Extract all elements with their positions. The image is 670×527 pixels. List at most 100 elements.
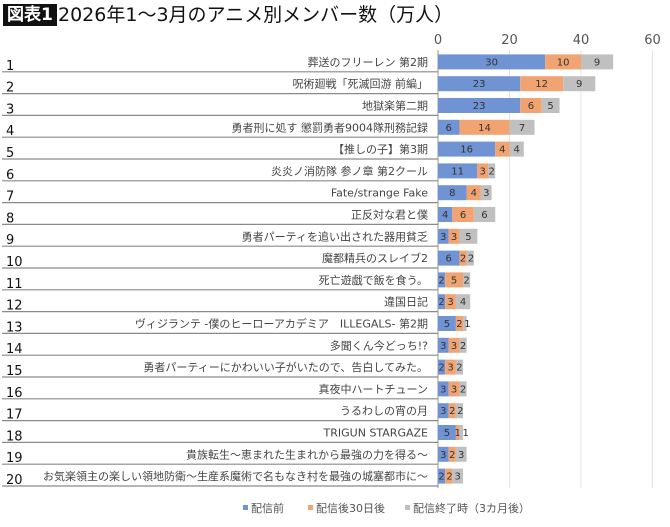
data-label: 5 (547, 101, 553, 112)
data-label: 7 (519, 123, 525, 134)
x-tick-label: 0 (434, 33, 442, 48)
data-label: 1 (454, 428, 460, 439)
data-label: 3 (451, 341, 457, 352)
bar-segment-2 (520, 98, 542, 113)
bar-segment-2 (445, 359, 456, 375)
bar-segment-1 (438, 403, 449, 419)
bar-segment-1 (438, 54, 546, 70)
data-label: 2 (457, 406, 463, 417)
data-label: 5 (465, 232, 471, 243)
bar-segment-2 (452, 207, 474, 222)
bar-segment-2 (459, 119, 510, 135)
data-label: 23 (473, 101, 486, 112)
category-label: うるわしの宵の月 (340, 404, 428, 418)
data-label: 2 (449, 450, 455, 461)
data-label: 3 (440, 341, 446, 352)
category-label: 違国日記 (384, 295, 428, 309)
data-label: 2 (438, 363, 444, 374)
category-label: 地獄楽第二期 (362, 99, 428, 113)
rank-label: 11 (6, 277, 23, 292)
data-label: 3 (440, 384, 446, 395)
category-label: 呪術廻戦「死滅回游 前編」 (293, 77, 429, 91)
data-label: 3 (483, 188, 489, 199)
category-label: 炎炎ノ消防隊 参ノ章 第2クール (271, 164, 428, 178)
bar-segment-2 (545, 54, 581, 70)
rank-label: 18 (6, 429, 23, 444)
data-label: 2 (460, 384, 466, 395)
data-label: 6 (528, 101, 534, 112)
rank-label: 1 (6, 59, 14, 74)
bar-segment-1 (438, 446, 449, 462)
bar-segment-3 (455, 446, 467, 462)
data-label: 3 (458, 450, 464, 461)
bar-segment-3 (459, 425, 464, 440)
bar-segment-2 (445, 294, 456, 310)
bar-segment-1 (438, 250, 460, 266)
bar-segment-3 (459, 228, 478, 244)
data-label: 6 (460, 210, 466, 221)
bar-segment-1 (438, 359, 446, 375)
data-label: 3 (451, 384, 457, 395)
data-label: 3 (440, 450, 446, 461)
bar-segment-1 (438, 76, 521, 92)
bar-segment-3 (452, 468, 464, 484)
category-label: 【推しの子】第3期 (333, 142, 428, 156)
bar-segment-1 (438, 381, 449, 397)
data-label: 4 (499, 145, 505, 156)
bar-segment-1 (438, 316, 456, 331)
legend-swatch (308, 505, 313, 510)
category-label: 死亡遊戯で飯を食う。 (319, 273, 428, 287)
bar-segment-1 (438, 185, 467, 201)
data-label: 2 (488, 166, 494, 177)
bar-segment-2 (448, 446, 456, 462)
category-label: お気楽領主の楽しい領地防衛～生産系魔術で名もなき村を最強の城塞都市に～ (43, 469, 428, 483)
rank-label: 9 (6, 233, 14, 248)
data-label: 4 (460, 297, 466, 308)
bar-segment-2 (448, 337, 460, 353)
data-label: 2 (463, 275, 469, 286)
data-label: 3 (451, 232, 457, 243)
data-label: 3 (447, 363, 453, 374)
bar-segment-2 (455, 316, 464, 331)
chart-title: 2026年1〜3月のアニメ別メンバー数（万人） (58, 4, 454, 26)
bar-segment-2 (466, 185, 481, 201)
category-label: 勇者パーティを追い出された器用貧乏 (242, 229, 428, 243)
data-label: 2 (449, 406, 455, 417)
bar-segment-2 (445, 272, 464, 288)
bar-segment-3 (455, 403, 464, 419)
bar-segment-1 (438, 468, 446, 484)
data-label: 2 (446, 472, 452, 483)
rank-label: 14 (6, 342, 23, 357)
data-label: 4 (442, 210, 448, 221)
data-label: 12 (535, 79, 548, 90)
data-label: 6 (446, 254, 452, 265)
category-label: 葬送のフリーレン 第2期 (308, 55, 429, 69)
data-label: 1 (462, 428, 468, 439)
data-label: 8 (449, 188, 455, 199)
data-label: 2 (468, 254, 474, 265)
bar-segment-3 (455, 359, 464, 375)
data-label: 9 (594, 57, 600, 68)
rank-label: 16 (6, 386, 23, 401)
bar-segment-3 (463, 272, 471, 288)
bar-segment-3 (466, 250, 474, 266)
data-label: 5 (444, 319, 450, 330)
x-tick-label: 40 (573, 33, 590, 48)
data-label: 10 (557, 57, 570, 68)
bar-segment-2 (459, 250, 467, 266)
rank-label: 3 (6, 102, 14, 117)
bar-segment-1 (438, 163, 478, 179)
category-label: 多聞くん今どっち!? (330, 338, 428, 352)
data-label: 2 (438, 275, 444, 286)
category-label: Fate/strange Fake (331, 187, 428, 200)
data-label: 23 (473, 79, 486, 90)
data-label: 6 (446, 123, 452, 134)
rank-label: 17 (6, 408, 23, 423)
bar-segment-3 (480, 185, 492, 201)
bar-segment-1 (438, 337, 449, 353)
bar-segment-2 (495, 141, 510, 157)
data-label: 5 (451, 275, 457, 286)
data-label: 4 (513, 145, 519, 156)
bar-segment-3 (563, 76, 596, 92)
